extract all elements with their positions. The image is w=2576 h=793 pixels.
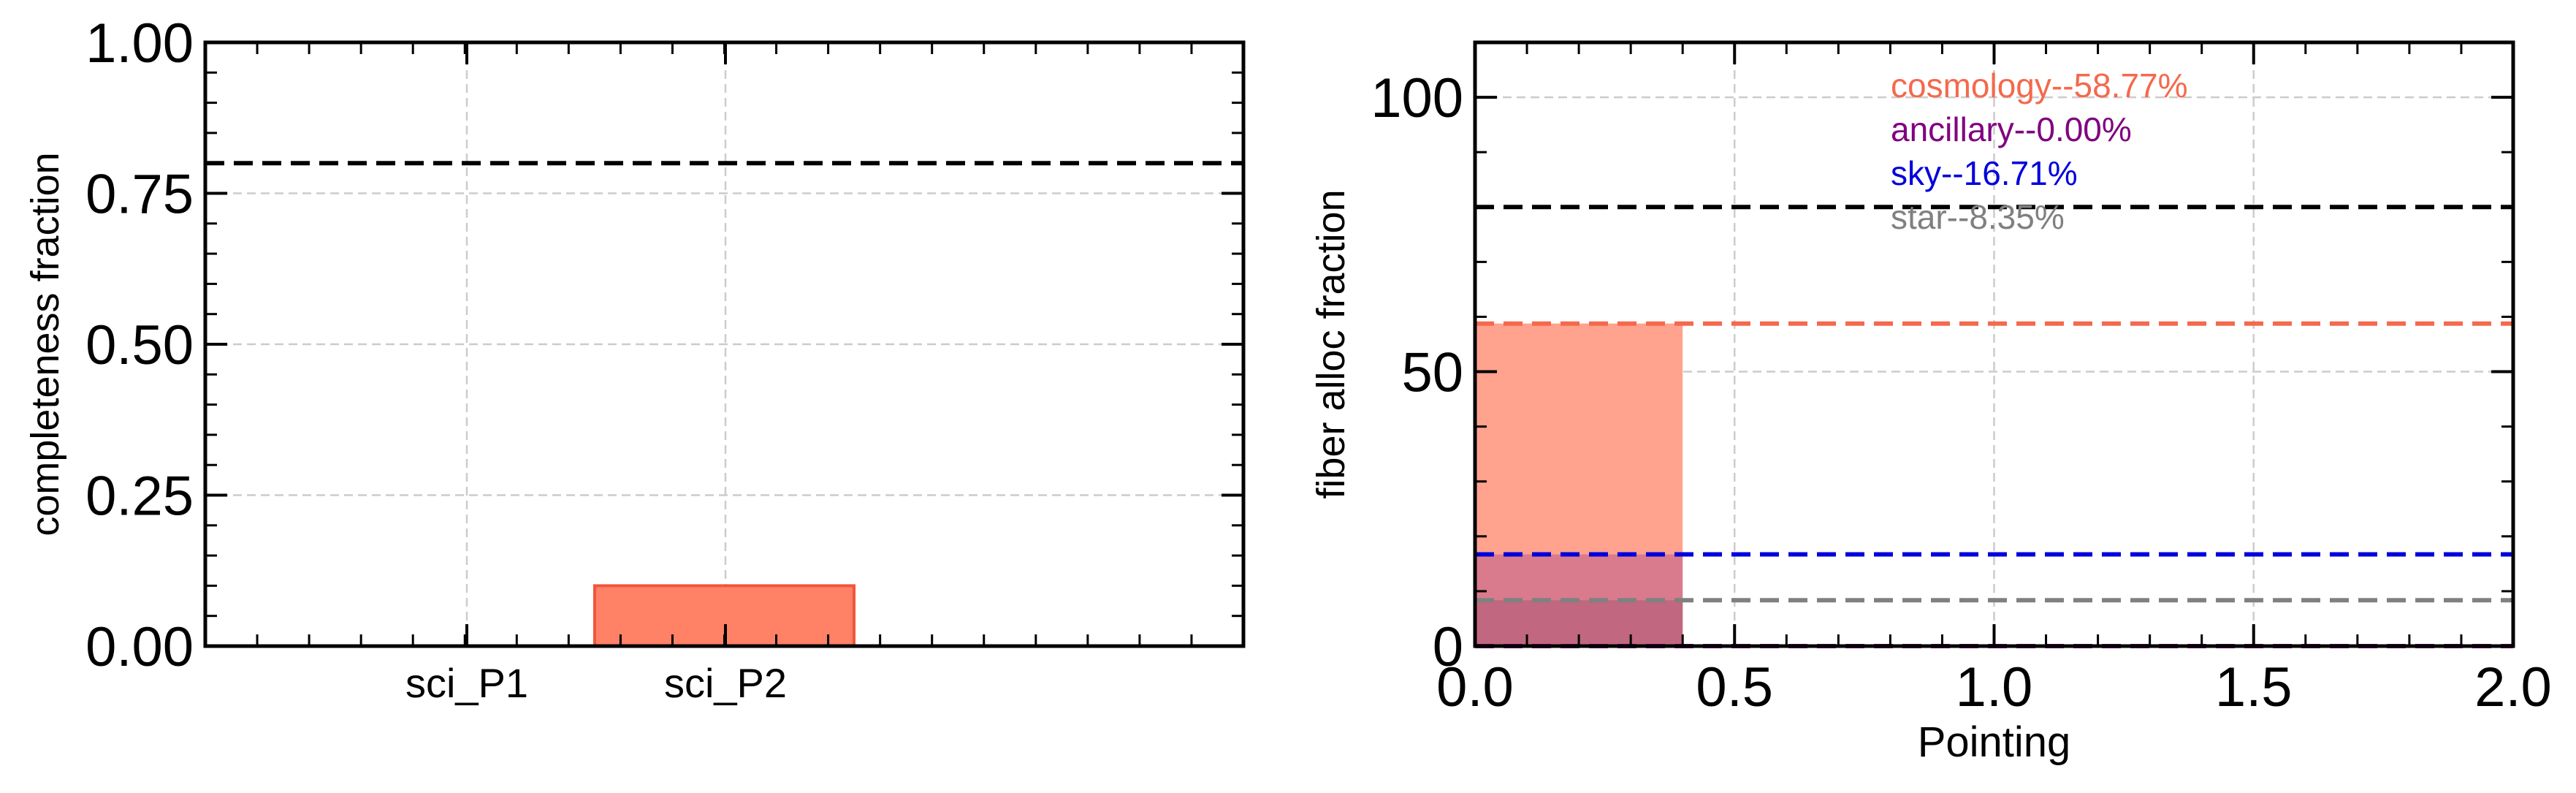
fiber-alloc-x-tick-label: 1.5 bbox=[2215, 656, 2293, 718]
completeness-x-tick-label: sci_P1 bbox=[405, 660, 528, 706]
fiber-alloc-y-axis-label: fiber alloc fraction bbox=[1309, 189, 1353, 498]
completeness-y-axis-label: completeness fraction bbox=[23, 152, 67, 536]
fiber-alloc-y-tick-label: 0 bbox=[1433, 616, 1463, 678]
fiber-alloc-x-tick-labels: 0.0 0.5 1.0 1.5 2.0 bbox=[1436, 656, 2552, 718]
fiber-alloc-legend-entry-1: ancillary--0.00% bbox=[1891, 110, 2132, 148]
completeness-x-tick-labels: sci_P1 sci_P2 bbox=[405, 660, 787, 706]
fiber-alloc-legend-entry-3: star--8.35% bbox=[1891, 198, 2065, 236]
fiber-alloc-legend: cosmology--58.77% ancillary--0.00% sky--16… bbox=[1891, 67, 2188, 236]
fiber-alloc-legend-entry-2: sky--16.71% bbox=[1891, 154, 2078, 192]
completeness-y-tick-label: 1.00 bbox=[85, 12, 194, 75]
fiber-alloc-y-tick-labels: 0 50 100 bbox=[1371, 67, 1463, 678]
fiber-alloc-y-tick-label: 50 bbox=[1401, 342, 1463, 404]
fiber-alloc-ticks bbox=[1475, 41, 2513, 648]
completeness-y-tick-labels: 0.00 0.25 0.50 0.75 1.00 bbox=[85, 12, 194, 678]
fiber-alloc-x-tick-label: 0.5 bbox=[1696, 656, 1773, 718]
fiber-alloc-legend-entry-0: cosmology--58.77% bbox=[1891, 67, 2188, 105]
fiber-alloc-y-tick-label: 100 bbox=[1371, 67, 1463, 129]
fiber-alloc-x-axis-label: Pointing bbox=[1918, 718, 2071, 766]
fiber-alloc-bars bbox=[1475, 323, 1683, 646]
completeness-x-tick-label: sci_P2 bbox=[664, 660, 787, 706]
fiber-alloc-x-tick-label: 0.0 bbox=[1436, 656, 1514, 718]
completeness-y-tick-label: 0.50 bbox=[85, 314, 194, 376]
fiber-alloc-x-tick-label: 1.0 bbox=[1956, 656, 2033, 718]
completeness-y-tick-label: 0.75 bbox=[85, 164, 194, 226]
completeness-grid bbox=[205, 42, 1243, 646]
fiber-alloc-x-tick-label: 2.0 bbox=[2474, 656, 2552, 718]
completeness-y-tick-label: 0.00 bbox=[85, 616, 194, 678]
completeness-ticks bbox=[205, 41, 1243, 648]
completeness-panel: 0.00 0.25 0.50 0.75 1.00 sci_P1 sci_P2 comple… bbox=[23, 12, 1246, 706]
completeness-y-tick-label: 0.25 bbox=[85, 466, 194, 528]
fiber-alloc-panel: 0 50 100 0.0 0.5 1.0 1.5 2.0 cosmology--58.77%… bbox=[1309, 40, 2552, 766]
